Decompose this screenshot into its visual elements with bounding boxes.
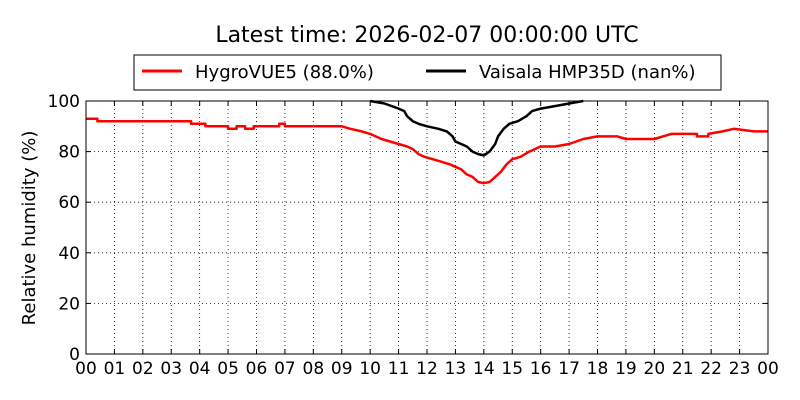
- y-tick-label: 20: [58, 294, 80, 314]
- x-tick-label: 22: [700, 359, 722, 379]
- y-axis-label: Relative humidity (%): [19, 131, 40, 326]
- legend-label-vaisala: Vaisala HMP35D (nan%): [479, 62, 696, 83]
- y-tick-labels: 0 20 40 60 80 100: [48, 92, 80, 365]
- x-tick-label: 04: [189, 359, 211, 379]
- y-tick-label: 40: [58, 244, 80, 264]
- x-tick-label: 23: [729, 359, 751, 379]
- plot-area-frame: [85, 100, 769, 355]
- x-tick-label: 14: [473, 359, 495, 379]
- x-tick-label: 10: [359, 359, 381, 379]
- x-tick-labels: 00 01 02 03 04 05 06 07 08 09 10 11 12 13 14 15 16 17 18 19…: [75, 359, 779, 379]
- y-tick-label: 0: [69, 345, 80, 365]
- x-tick-label: 09: [331, 359, 353, 379]
- x-tick-label: 00: [75, 359, 97, 379]
- x-tick-label: 01: [104, 359, 126, 379]
- x-tick-label: 20: [644, 359, 666, 379]
- x-tick-label: 06: [246, 359, 268, 379]
- tick-marks: [85, 100, 769, 355]
- x-tick-label: 11: [388, 359, 410, 379]
- series-lines: [86, 99, 768, 185]
- y-tick-label: 60: [58, 193, 80, 213]
- y-tick-label: 100: [48, 92, 80, 112]
- x-tick-label: 13: [445, 359, 467, 379]
- y-tick-label: 80: [58, 143, 80, 163]
- series-line-0: [86, 117, 768, 185]
- x-tick-label: 03: [160, 359, 182, 379]
- x-tick-label: 18: [587, 359, 609, 379]
- series-line-1: [369, 99, 584, 157]
- x-tick-label: 17: [558, 359, 580, 379]
- x-tick-label: 07: [274, 359, 296, 379]
- x-tick-label: 15: [501, 359, 523, 379]
- legend: HygroVUE5 (88.0%) Vaisala HMP35D (nan%): [133, 54, 722, 91]
- x-tick-label: 21: [672, 359, 694, 379]
- legend-label-hygrovue5: HygroVUE5 (88.0%): [195, 62, 374, 83]
- x-tick-label: 05: [217, 359, 239, 379]
- grid-lines: [86, 101, 768, 354]
- x-tick-label: 16: [530, 359, 552, 379]
- x-tick-label: 02: [132, 359, 154, 379]
- x-tick-label: 08: [303, 359, 325, 379]
- x-tick-label: 19: [615, 359, 637, 379]
- x-tick-label: 12: [416, 359, 438, 379]
- chart-title: Latest time: 2026-02-07 00:00:00 UTC: [215, 23, 638, 48]
- x-tick-label: 00: [757, 359, 779, 379]
